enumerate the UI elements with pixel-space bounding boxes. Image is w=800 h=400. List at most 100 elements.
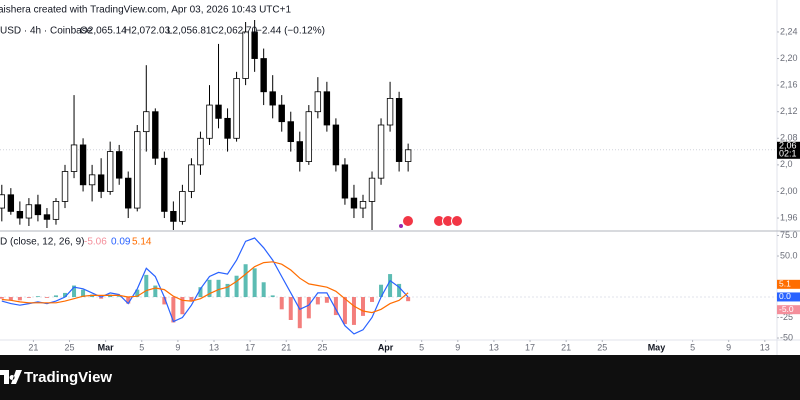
histogram-bar	[144, 274, 149, 298]
x-tick-label: 25	[597, 342, 607, 352]
histogram-bar	[216, 279, 221, 298]
histogram-bar	[270, 295, 275, 298]
histogram-bar	[8, 297, 13, 301]
candle-body	[287, 121, 294, 143]
candle-body	[332, 124, 340, 166]
candle-body	[233, 78, 240, 139]
histogram-bar	[63, 292, 68, 298]
x-tick-label: Mar	[98, 342, 115, 352]
x-tick-label: 21	[281, 342, 291, 352]
event-icons	[399, 215, 463, 228]
x-tick-label: 13	[760, 342, 770, 352]
last-value-box	[777, 305, 800, 315]
x-tick-label: May	[648, 342, 666, 352]
candle-body	[278, 104, 285, 123]
histogram-bar	[225, 283, 230, 298]
legend-value: -5.06	[84, 237, 107, 248]
candle-body	[305, 111, 313, 162]
histogram-bar	[379, 284, 384, 298]
histogram-bar	[261, 282, 266, 298]
histogram-bar	[171, 297, 176, 323]
footer-logo	[0, 370, 22, 384]
attribution: aishera created with TradingView.com, Ap…	[0, 5, 291, 16]
last-price-box	[777, 141, 800, 159]
histogram-bar	[207, 279, 212, 298]
x-tick-label: Apr	[378, 342, 394, 352]
last-value-label: 0.0	[779, 291, 791, 301]
candle-body	[115, 151, 123, 179]
ohlc-change: −2.44 (−0.12%)	[256, 26, 325, 37]
candle-body	[251, 31, 258, 59]
y-tick-label: 2,16	[780, 79, 798, 89]
histogram-bar	[126, 297, 131, 304]
ohlc-open: O2,065.14	[80, 26, 127, 37]
candle-body	[359, 201, 367, 209]
event-icon[interactable]	[402, 215, 414, 227]
candle-body	[7, 194, 15, 212]
countdown-label: 02:1	[779, 149, 797, 159]
x-tick-label: 17	[245, 342, 255, 352]
candle-body	[61, 171, 69, 202]
y-tick-label: 50.0	[780, 250, 798, 260]
histogram-bar	[26, 297, 31, 298]
histogram-bar	[306, 297, 311, 319]
histogram-bar	[234, 275, 239, 298]
candle-body	[224, 117, 231, 139]
candle-body	[34, 204, 42, 216]
candle-body	[269, 91, 276, 106]
histogram-bar	[315, 297, 320, 305]
y-tick-label: 2,08	[780, 133, 798, 143]
candle-body	[16, 210, 24, 219]
candle-body	[260, 58, 267, 93]
histogram-bar	[81, 289, 86, 298]
candle-body	[242, 31, 249, 79]
candle-body	[52, 201, 60, 220]
last-value-box	[777, 279, 800, 289]
histogram-bar	[279, 297, 284, 310]
histogram-bar	[135, 289, 140, 298]
last-value-label: -5.0	[779, 304, 794, 314]
candle-body	[179, 191, 186, 222]
ohlc-high: H2,072.03	[124, 26, 171, 37]
histogram-bar	[288, 297, 293, 320]
candle-body	[125, 177, 132, 209]
last-value-label: 5.1	[779, 279, 791, 289]
x-tick-label: 9	[726, 342, 731, 352]
macd-legend-title: D (close, 12, 26, 9)	[0, 237, 84, 248]
histogram-bar	[198, 287, 203, 298]
y-tick-label: 2,0	[780, 159, 793, 169]
event-icon[interactable]	[451, 215, 463, 227]
histogram-bar	[180, 297, 185, 315]
ohlc-low: L2,056.81	[167, 26, 212, 37]
candle-body	[170, 210, 177, 222]
x-tick-label: 5	[419, 342, 424, 352]
histogram-bar	[99, 297, 104, 299]
candle-body	[341, 164, 349, 199]
candle-body	[97, 174, 105, 192]
candle-body	[314, 91, 322, 113]
x-tick-label: 21	[28, 342, 38, 352]
candle-body	[143, 111, 150, 133]
histogram-bar	[333, 297, 338, 316]
histogram-bar	[117, 296, 122, 298]
x-tick-label: 5	[690, 342, 695, 352]
histogram-bar	[360, 297, 365, 316]
histogram-bar	[0, 297, 4, 299]
histogram-bar	[370, 297, 375, 302]
histogram-bar	[17, 297, 22, 301]
candle-body	[197, 137, 204, 166]
histogram-bar	[388, 274, 393, 298]
x-tick-label: 25	[65, 342, 75, 352]
histogram-bar	[189, 297, 194, 302]
y-tick-label: 2,24	[780, 26, 798, 36]
x-tick-label: 5	[139, 342, 144, 352]
candle-body	[134, 131, 141, 209]
symbol: USD · 4h · Coinbase	[0, 26, 93, 37]
footer-brand: TradingView	[24, 369, 112, 386]
x-tick-label: 9	[175, 342, 180, 352]
x-tick-label: 21	[561, 342, 571, 352]
histogram-bar	[324, 297, 329, 303]
candle-body	[25, 204, 33, 219]
